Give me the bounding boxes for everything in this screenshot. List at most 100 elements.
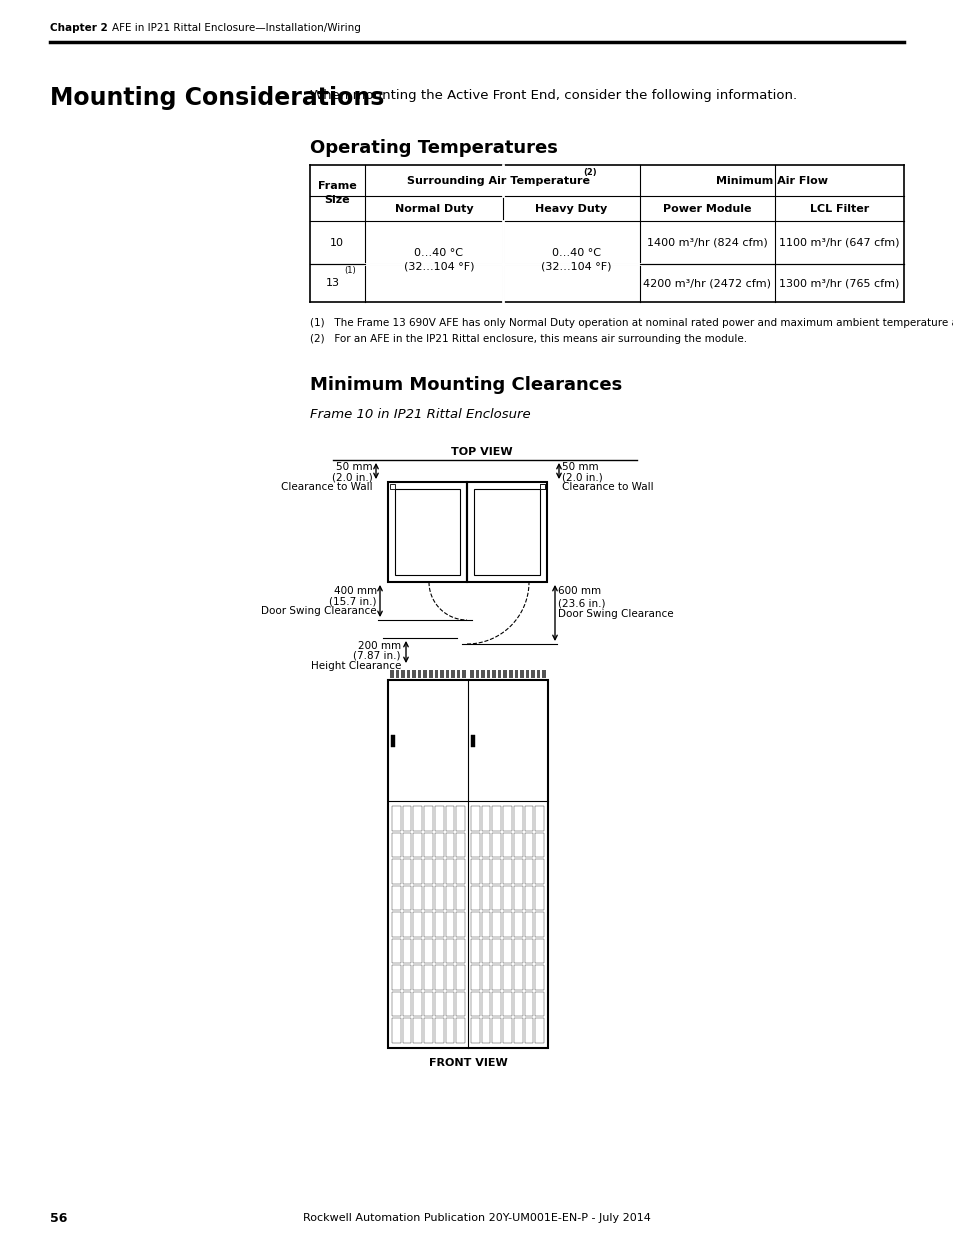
Bar xyxy=(535,913,543,937)
Bar xyxy=(535,1019,543,1044)
Text: Operating Temperatures: Operating Temperatures xyxy=(310,140,558,157)
Bar xyxy=(402,992,411,1016)
Text: Frame
Size: Frame Size xyxy=(317,182,356,205)
Bar xyxy=(476,671,478,678)
Bar xyxy=(471,735,475,747)
Text: (1)   The Frame 13 690V AFE has only Normal Duty operation at nominal rated powe: (1) The Frame 13 690V AFE has only Norma… xyxy=(310,317,953,329)
Bar xyxy=(388,680,547,1049)
Bar xyxy=(445,913,454,937)
Bar xyxy=(524,885,533,910)
Bar xyxy=(439,671,443,678)
Text: 13: 13 xyxy=(326,278,339,288)
Text: Chapter 2: Chapter 2 xyxy=(50,23,108,33)
Bar xyxy=(435,806,443,831)
Bar xyxy=(400,671,404,678)
Text: LCL Filter: LCL Filter xyxy=(809,204,868,214)
Bar xyxy=(524,992,533,1016)
Bar xyxy=(492,885,500,910)
Bar xyxy=(445,1019,454,1044)
Bar xyxy=(402,806,411,831)
Bar xyxy=(471,939,479,963)
Bar xyxy=(456,806,464,831)
Bar xyxy=(514,939,522,963)
Bar xyxy=(514,806,522,831)
Bar xyxy=(471,913,479,937)
Bar xyxy=(395,671,398,678)
Bar xyxy=(388,482,467,582)
Bar xyxy=(424,992,433,1016)
Bar xyxy=(413,913,421,937)
Text: Mounting Considerations: Mounting Considerations xyxy=(50,86,384,110)
Bar xyxy=(392,939,400,963)
Bar xyxy=(456,1019,464,1044)
Text: (7.87 in.): (7.87 in.) xyxy=(354,651,400,661)
Bar xyxy=(535,860,543,884)
Bar xyxy=(435,860,443,884)
Bar xyxy=(524,1019,533,1044)
Bar xyxy=(402,860,411,884)
Bar xyxy=(424,832,433,857)
Bar xyxy=(502,966,512,990)
Bar xyxy=(535,939,543,963)
Bar xyxy=(471,966,479,990)
Bar xyxy=(524,966,533,990)
Bar xyxy=(456,860,464,884)
Bar xyxy=(535,806,543,831)
Bar xyxy=(503,671,506,678)
Text: Door Swing Clearance: Door Swing Clearance xyxy=(261,606,376,616)
Bar xyxy=(402,832,411,857)
Bar xyxy=(471,860,479,884)
Bar xyxy=(514,832,522,857)
Bar xyxy=(456,671,460,678)
Text: 600 mm: 600 mm xyxy=(558,585,600,597)
Bar xyxy=(435,671,437,678)
Text: Clearance to Wall: Clearance to Wall xyxy=(281,482,373,492)
Bar xyxy=(481,860,490,884)
Bar xyxy=(471,1019,479,1044)
Bar xyxy=(524,806,533,831)
Bar xyxy=(445,806,454,831)
Bar xyxy=(481,939,490,963)
Bar xyxy=(481,966,490,990)
Bar xyxy=(531,671,535,678)
Bar xyxy=(486,671,490,678)
Text: 400 mm: 400 mm xyxy=(334,585,376,597)
Bar xyxy=(502,992,512,1016)
Text: 200 mm: 200 mm xyxy=(357,641,400,651)
Bar xyxy=(417,671,421,678)
Text: Minimum Air Flow: Minimum Air Flow xyxy=(716,175,827,185)
Bar xyxy=(492,832,500,857)
Text: Normal Duty: Normal Duty xyxy=(395,204,473,214)
Text: (2)   For an AFE in the IP21 Rittal enclosure, this means air surrounding the mo: (2) For an AFE in the IP21 Rittal enclos… xyxy=(310,333,746,345)
Bar xyxy=(519,671,523,678)
Text: Frame 10 in IP21 Rittal Enclosure: Frame 10 in IP21 Rittal Enclosure xyxy=(310,409,530,421)
Bar xyxy=(514,913,522,937)
Bar xyxy=(492,992,500,1016)
Bar xyxy=(424,913,433,937)
Bar xyxy=(445,939,454,963)
Bar xyxy=(402,885,411,910)
Bar xyxy=(402,939,411,963)
Bar xyxy=(525,671,529,678)
Bar xyxy=(471,806,479,831)
Bar xyxy=(471,992,479,1016)
Bar xyxy=(492,966,500,990)
Bar xyxy=(392,885,400,910)
Bar xyxy=(435,1019,443,1044)
Bar xyxy=(392,832,400,857)
Bar xyxy=(395,489,459,576)
Bar xyxy=(413,860,421,884)
Bar xyxy=(392,966,400,990)
Bar xyxy=(445,992,454,1016)
Text: Surrounding Air Temperature: Surrounding Air Temperature xyxy=(407,175,589,185)
Bar xyxy=(514,992,522,1016)
Bar xyxy=(402,1019,411,1044)
Text: Clearance to Wall: Clearance to Wall xyxy=(561,482,653,492)
Text: (15.7 in.): (15.7 in.) xyxy=(329,597,376,606)
Bar xyxy=(524,939,533,963)
Bar xyxy=(424,966,433,990)
Bar xyxy=(435,992,443,1016)
Text: 10: 10 xyxy=(330,237,344,247)
Bar xyxy=(435,939,443,963)
Bar xyxy=(412,671,416,678)
